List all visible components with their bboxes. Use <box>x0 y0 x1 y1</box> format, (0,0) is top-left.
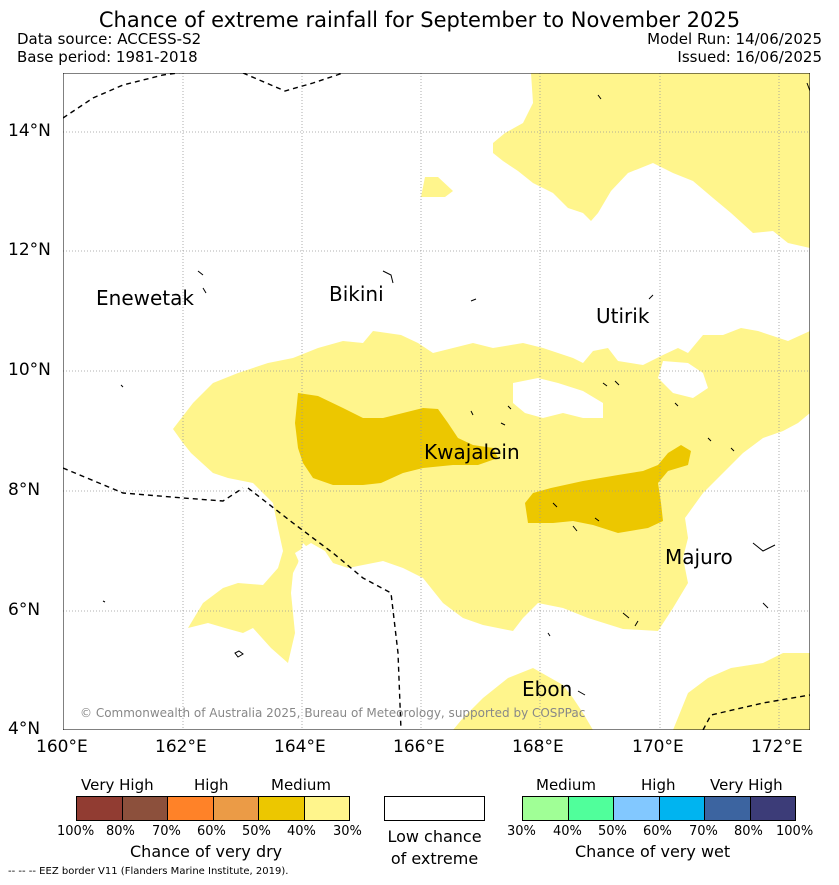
wet-legend-heading-high: High <box>641 776 676 794</box>
dry-legend-title: Chance of very dry <box>130 842 283 861</box>
wet-legend-heading-very-high: Very High <box>710 776 783 794</box>
lat-label-4n: 4°N <box>8 719 41 739</box>
lon-label-170e: 170°E <box>632 737 684 757</box>
eez-border <box>63 73 810 730</box>
wet-tick-100: 100% <box>776 824 814 839</box>
dry-legend-swatch-4 <box>258 796 305 821</box>
issued-date: Issued: 16/06/2025 <box>677 48 822 66</box>
place-label-utirik: Utirik <box>596 304 650 328</box>
low-chance-label-line2: of extreme <box>390 849 479 868</box>
lon-label-168e: 168°E <box>512 737 564 757</box>
dry-tick-60: 60% <box>197 824 226 839</box>
place-label-ebon: Ebon <box>522 677 573 701</box>
wet-legend-swatch-5 <box>749 796 796 821</box>
lon-label-166e: 166°E <box>393 737 445 757</box>
base-period: Base period: 1981-2018 <box>17 48 198 66</box>
dry-tick-30: 30% <box>333 824 362 839</box>
wet-legend-swatch-3 <box>658 796 705 821</box>
wet-tick-70: 70% <box>689 824 718 839</box>
dry-tick-50: 50% <box>242 824 271 839</box>
place-label-bikini: Bikini <box>329 282 384 306</box>
dry-tick-80: 80% <box>106 824 135 839</box>
lon-label-164e: 164°E <box>274 737 326 757</box>
wet-tick-50: 50% <box>598 824 627 839</box>
dry-legend-heading-high: High <box>194 776 229 794</box>
rainfall-map <box>63 73 810 730</box>
map-title: Chance of extreme rainfall for September… <box>98 8 741 32</box>
wet-legend-swatch-4 <box>704 796 751 821</box>
wet-tick-40: 40% <box>553 824 582 839</box>
dry-legend-swatch-2 <box>167 796 214 821</box>
dry-tick-70: 70% <box>152 824 181 839</box>
model-run: Model Run: 14/06/2025 <box>647 30 822 48</box>
copyright-notice: © Commonwealth of Australia 2025, Bureau… <box>80 706 586 720</box>
lat-label-8n: 8°N <box>8 480 41 500</box>
dry-legend-heading-very-high: Very High <box>81 776 154 794</box>
wet-legend-swatch-0 <box>522 796 569 821</box>
lat-label-6n: 6°N <box>8 600 41 620</box>
high-dry-region <box>295 393 691 533</box>
eez-footnote: -- -- -- EEZ border V11 (Flanders Marine… <box>8 866 289 877</box>
low-chance-swatch <box>384 796 485 821</box>
lon-label-162e: 162°E <box>155 737 207 757</box>
wet-legend-title: Chance of very wet <box>575 842 731 861</box>
wet-tick-60: 60% <box>643 824 672 839</box>
wet-tick-30: 30% <box>507 824 536 839</box>
wet-legend-heading-medium: Medium <box>536 776 596 794</box>
data-source: Data source: ACCESS-S2 <box>17 30 202 48</box>
place-label-enewetak: Enewetak <box>96 286 194 310</box>
coastlines <box>102 82 810 696</box>
dry-legend-heading-medium: Medium <box>271 776 331 794</box>
lat-label-14n: 14°N <box>8 121 51 141</box>
wet-legend-swatch-1 <box>567 796 614 821</box>
dry-legend-swatch-3 <box>212 796 259 821</box>
dry-tick-40: 40% <box>287 824 316 839</box>
lat-label-12n: 12°N <box>8 240 51 260</box>
wet-legend-swatch-2 <box>613 796 660 821</box>
lon-label-160e: 160°E <box>36 737 88 757</box>
place-label-majuro: Majuro <box>665 545 733 569</box>
dry-legend-swatch-1 <box>121 796 168 821</box>
lon-label-172e: 172°E <box>751 737 803 757</box>
dry-legend-swatch-0 <box>76 796 123 821</box>
place-label-kwajalein: Kwajalein <box>424 440 520 464</box>
low-chance-region <box>295 361 763 603</box>
dry-tick-100: 100% <box>57 824 95 839</box>
low-chance-label-line1: Low chance <box>387 827 482 846</box>
lat-label-10n: 10°N <box>8 360 51 380</box>
wet-tick-80: 80% <box>734 824 763 839</box>
dry-legend-swatch-5 <box>303 796 350 821</box>
